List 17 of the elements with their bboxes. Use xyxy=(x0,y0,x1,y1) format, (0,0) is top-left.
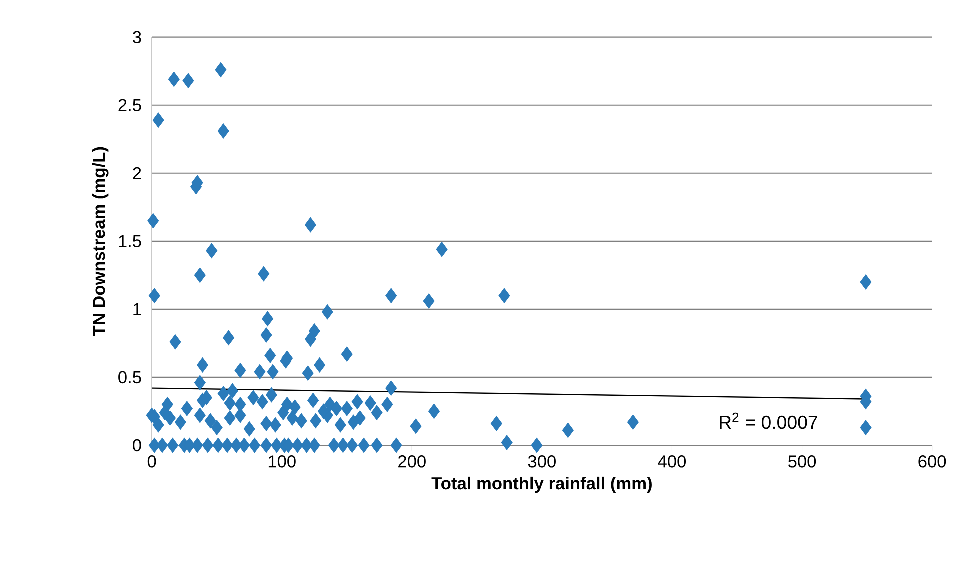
x-tick-label: 0 xyxy=(148,455,156,468)
y-tick-label: 0 xyxy=(133,439,142,452)
x-tick-label: 200 xyxy=(398,455,426,468)
x-axis-title: Total monthly rainfall (mm) xyxy=(432,476,652,494)
annotation: R$^{2}$ = 0.0007 xyxy=(720,412,818,430)
y-tick-label: 1 xyxy=(134,303,142,316)
x-tick-label: 400 xyxy=(658,455,686,468)
y-tick-label: 0.5 xyxy=(118,371,142,384)
y-tick-label: 1.5 xyxy=(119,235,142,248)
x-tick-label: 500 xyxy=(788,455,816,468)
y-tick-label: 3 xyxy=(133,31,142,44)
y-tick-label: 2 xyxy=(133,167,142,180)
x-tick-label: 600 xyxy=(918,455,946,468)
y-axis-title: TN Downstream (mg/L) xyxy=(92,147,109,336)
x-tick-label: 100 xyxy=(268,455,296,468)
x-tick-label: 300 xyxy=(528,455,556,468)
y-tick-label: 2.5 xyxy=(118,99,142,112)
